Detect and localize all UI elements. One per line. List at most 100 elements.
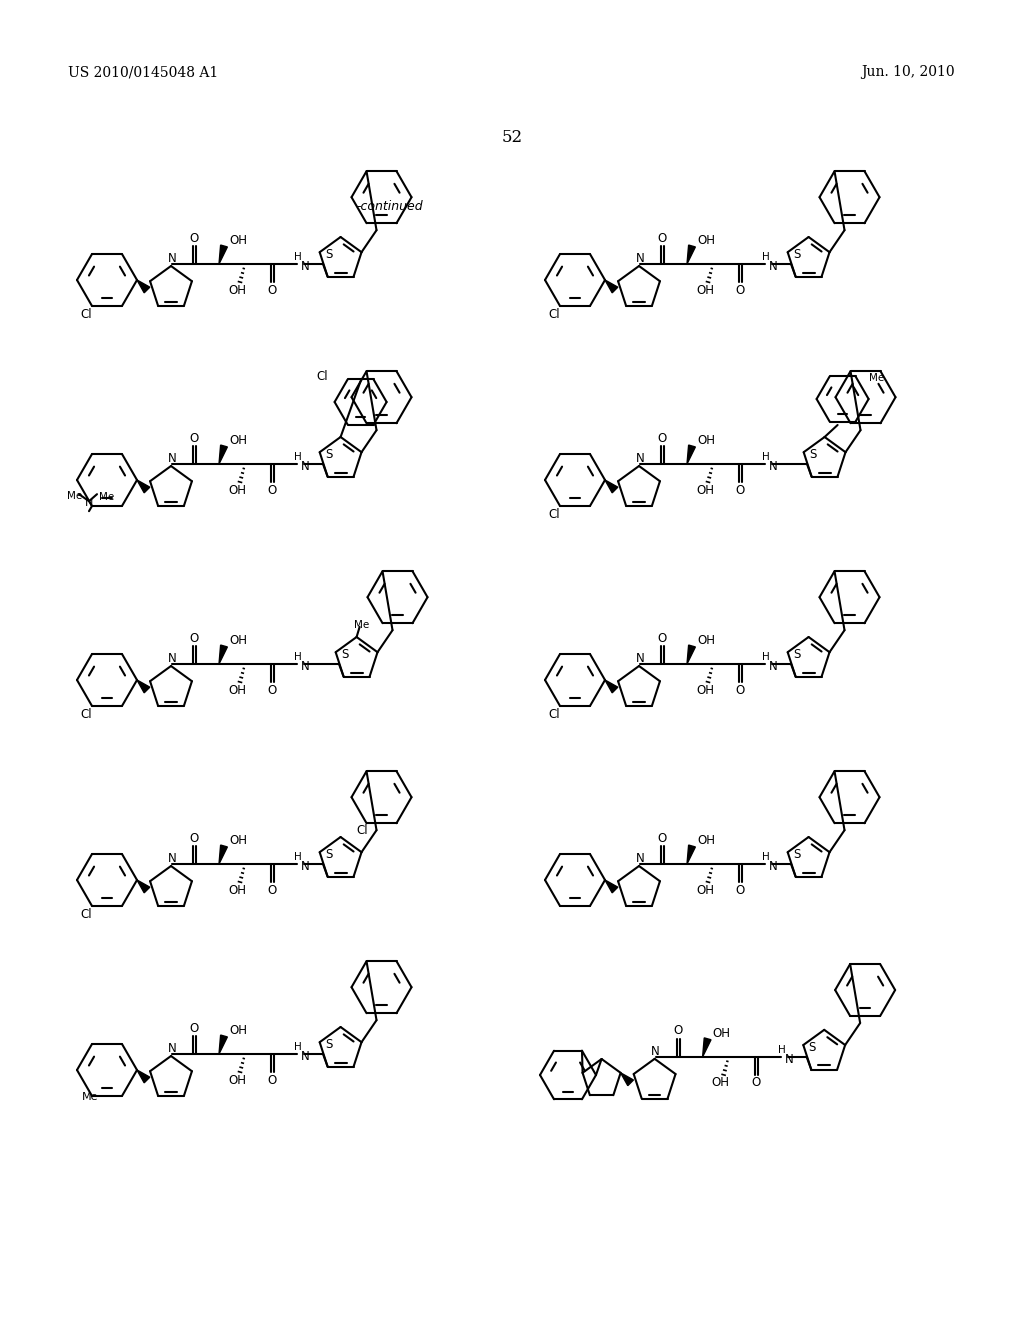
Text: N: N xyxy=(769,260,778,273)
Polygon shape xyxy=(621,1073,634,1085)
Text: OH: OH xyxy=(697,635,715,648)
Text: O: O xyxy=(267,284,276,297)
Text: N: N xyxy=(784,1053,794,1067)
Text: N: N xyxy=(168,652,176,665)
Text: O: O xyxy=(657,432,667,445)
Polygon shape xyxy=(605,280,617,293)
Text: OH: OH xyxy=(696,284,714,297)
Text: Me: Me xyxy=(354,620,370,630)
Text: Cl: Cl xyxy=(80,308,92,321)
Text: OH: OH xyxy=(696,684,714,697)
Text: Me: Me xyxy=(82,1092,98,1102)
Text: H: H xyxy=(762,652,770,663)
Text: O: O xyxy=(735,483,744,496)
Text: S: S xyxy=(325,1038,333,1051)
Text: O: O xyxy=(751,1076,760,1089)
Text: O: O xyxy=(657,231,667,244)
Text: Cl: Cl xyxy=(548,308,560,321)
Polygon shape xyxy=(687,845,695,865)
Text: H: H xyxy=(762,252,770,261)
Text: -continued: -continued xyxy=(356,201,423,214)
Text: Cl: Cl xyxy=(548,708,560,721)
Text: O: O xyxy=(657,631,667,644)
Text: Cl: Cl xyxy=(316,370,329,383)
Text: O: O xyxy=(189,1022,199,1035)
Text: N: N xyxy=(769,660,778,673)
Text: OH: OH xyxy=(229,434,247,447)
Text: H: H xyxy=(762,451,770,462)
Text: OH: OH xyxy=(228,1073,246,1086)
Text: OH: OH xyxy=(229,834,247,847)
Text: OH: OH xyxy=(229,635,247,648)
Text: O: O xyxy=(735,284,744,297)
Text: Me: Me xyxy=(68,491,83,502)
Polygon shape xyxy=(605,880,617,892)
Polygon shape xyxy=(137,480,150,492)
Text: US 2010/0145048 A1: US 2010/0145048 A1 xyxy=(68,65,218,79)
Text: N: N xyxy=(301,660,309,673)
Text: OH: OH xyxy=(229,235,247,248)
Polygon shape xyxy=(702,1038,711,1057)
Text: S: S xyxy=(793,847,801,861)
Text: OH: OH xyxy=(228,284,246,297)
Text: N: N xyxy=(301,461,309,474)
Text: Cl: Cl xyxy=(80,708,92,721)
Text: O: O xyxy=(735,883,744,896)
Text: OH: OH xyxy=(697,834,715,847)
Text: S: S xyxy=(325,248,333,261)
Polygon shape xyxy=(605,480,617,492)
Text: Jun. 10, 2010: Jun. 10, 2010 xyxy=(861,65,955,79)
Text: H: H xyxy=(294,851,302,862)
Text: N: N xyxy=(168,853,176,866)
Text: H: H xyxy=(294,252,302,261)
Text: Cl: Cl xyxy=(356,824,369,837)
Text: H: H xyxy=(778,1045,785,1055)
Text: O: O xyxy=(267,883,276,896)
Text: O: O xyxy=(189,631,199,644)
Text: O: O xyxy=(657,832,667,845)
Text: OH: OH xyxy=(228,684,246,697)
Polygon shape xyxy=(137,1071,150,1082)
Text: S: S xyxy=(793,248,801,261)
Text: H: H xyxy=(294,652,302,663)
Text: O: O xyxy=(189,832,199,845)
Polygon shape xyxy=(219,845,227,865)
Polygon shape xyxy=(219,445,227,465)
Text: N: N xyxy=(636,652,644,665)
Text: H: H xyxy=(762,851,770,862)
Text: N: N xyxy=(651,1045,660,1059)
Text: OH: OH xyxy=(229,1024,247,1038)
Polygon shape xyxy=(219,645,227,664)
Text: H: H xyxy=(294,451,302,462)
Text: S: S xyxy=(793,648,801,661)
Polygon shape xyxy=(137,880,150,892)
Text: O: O xyxy=(189,432,199,445)
Text: Cl: Cl xyxy=(80,908,92,921)
Text: N: N xyxy=(636,853,644,866)
Text: O: O xyxy=(267,684,276,697)
Text: N: N xyxy=(168,1043,176,1056)
Polygon shape xyxy=(687,645,695,664)
Text: N: N xyxy=(301,1051,309,1064)
Text: S: S xyxy=(809,447,816,461)
Text: OH: OH xyxy=(697,235,715,248)
Text: OH: OH xyxy=(228,483,246,496)
Text: O: O xyxy=(267,1073,276,1086)
Text: O: O xyxy=(673,1024,682,1038)
Text: 52: 52 xyxy=(502,129,522,147)
Text: N: N xyxy=(769,461,778,474)
Polygon shape xyxy=(137,680,150,693)
Text: Me: Me xyxy=(869,374,885,383)
Text: Me: Me xyxy=(99,492,115,502)
Text: O: O xyxy=(267,483,276,496)
Polygon shape xyxy=(605,680,617,693)
Text: OH: OH xyxy=(697,434,715,447)
Text: OH: OH xyxy=(696,883,714,896)
Text: N: N xyxy=(168,453,176,466)
Text: OH: OH xyxy=(712,1076,730,1089)
Text: O: O xyxy=(189,231,199,244)
Text: N: N xyxy=(301,861,309,874)
Text: OH: OH xyxy=(228,883,246,896)
Polygon shape xyxy=(219,246,227,264)
Text: N: N xyxy=(769,861,778,874)
